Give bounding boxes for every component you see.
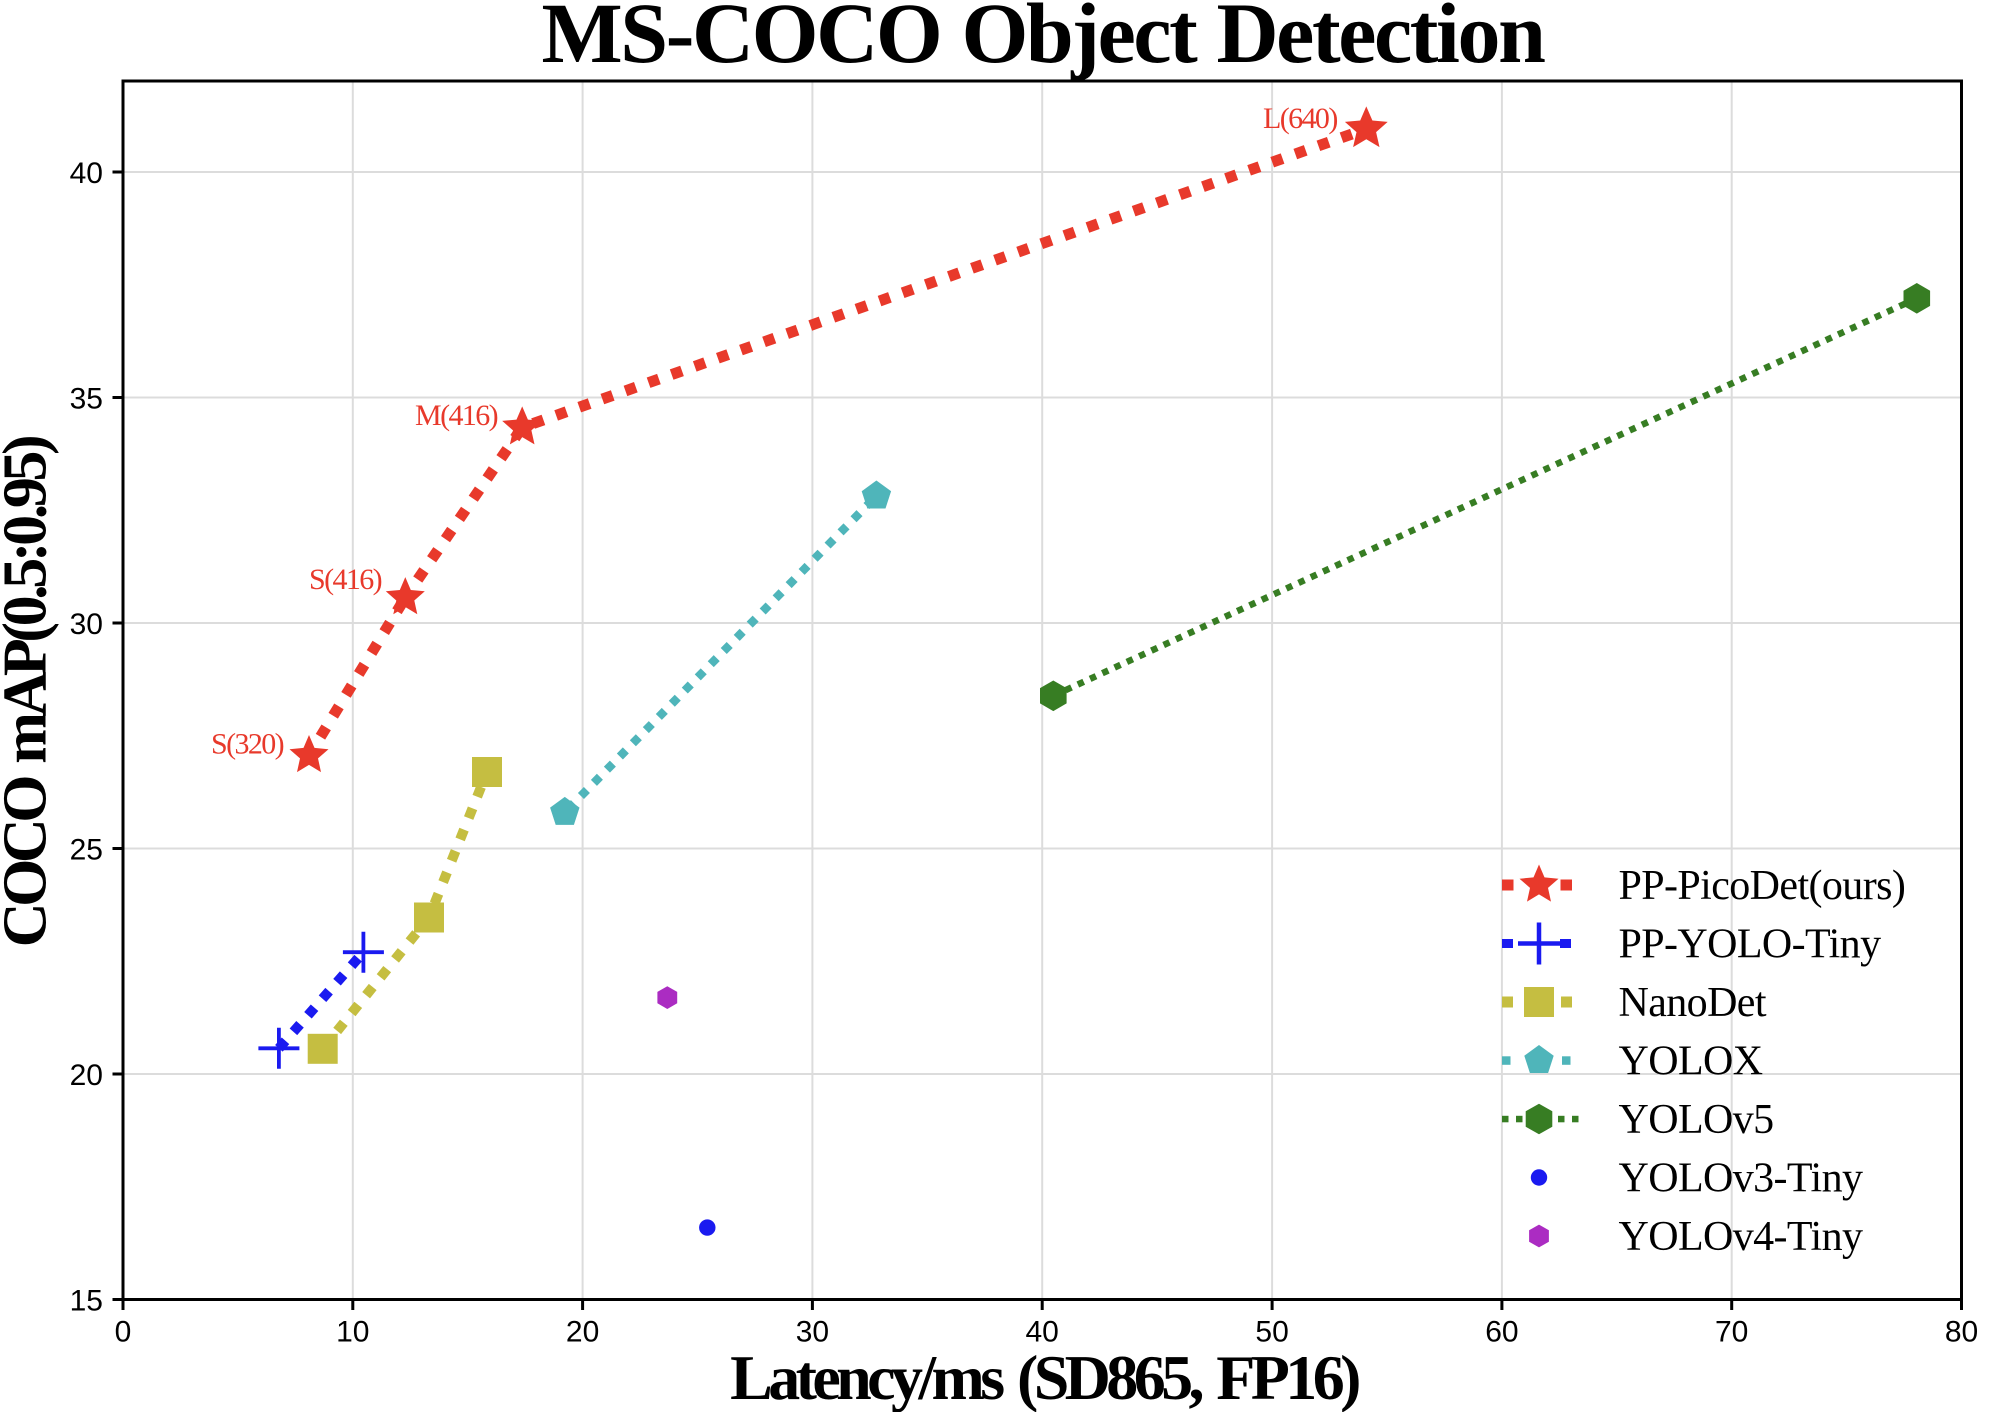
svg-text:Latency/ms (SD865, FP16): Latency/ms (SD865, FP16)	[730, 1342, 1359, 1412]
svg-text:S(416): S(416)	[309, 563, 382, 596]
svg-text:YOLOv3-Tiny: YOLOv3-Tiny	[1619, 1156, 1863, 1202]
svg-text:PP-YOLO-Tiny: PP-YOLO-Tiny	[1619, 922, 1882, 968]
svg-text:MS-COCO Object Detection: MS-COCO Object Detection	[542, 0, 1546, 81]
svg-text:YOLOv4-Tiny: YOLOv4-Tiny	[1619, 1214, 1863, 1260]
svg-text:20: 20	[566, 1316, 599, 1349]
svg-text:40: 40	[70, 157, 103, 190]
svg-text:S(320): S(320)	[211, 728, 284, 761]
svg-text:COCO mAP(0.5:0.95): COCO mAP(0.5:0.95)	[0, 437, 60, 947]
svg-text:40: 40	[1026, 1316, 1059, 1349]
svg-text:30: 30	[796, 1316, 829, 1349]
svg-text:10: 10	[336, 1316, 369, 1349]
svg-text:50: 50	[1255, 1316, 1288, 1349]
svg-text:M(416): M(416)	[415, 399, 498, 432]
svg-text:YOLOv5: YOLOv5	[1619, 1097, 1774, 1143]
svg-text:0: 0	[115, 1316, 132, 1349]
svg-text:15: 15	[70, 1285, 103, 1318]
svg-text:NanoDet: NanoDet	[1619, 980, 1767, 1026]
svg-text:PP-PicoDet(ours): PP-PicoDet(ours)	[1619, 863, 1906, 909]
svg-text:20: 20	[70, 1059, 103, 1092]
svg-text:YOLOX: YOLOX	[1619, 1039, 1763, 1085]
svg-text:25: 25	[70, 834, 103, 867]
svg-text:80: 80	[1945, 1316, 1978, 1349]
svg-text:35: 35	[70, 383, 103, 416]
svg-text:60: 60	[1485, 1316, 1518, 1349]
svg-text:L(640): L(640)	[1263, 102, 1337, 135]
svg-text:70: 70	[1715, 1316, 1748, 1349]
svg-text:30: 30	[70, 608, 103, 641]
